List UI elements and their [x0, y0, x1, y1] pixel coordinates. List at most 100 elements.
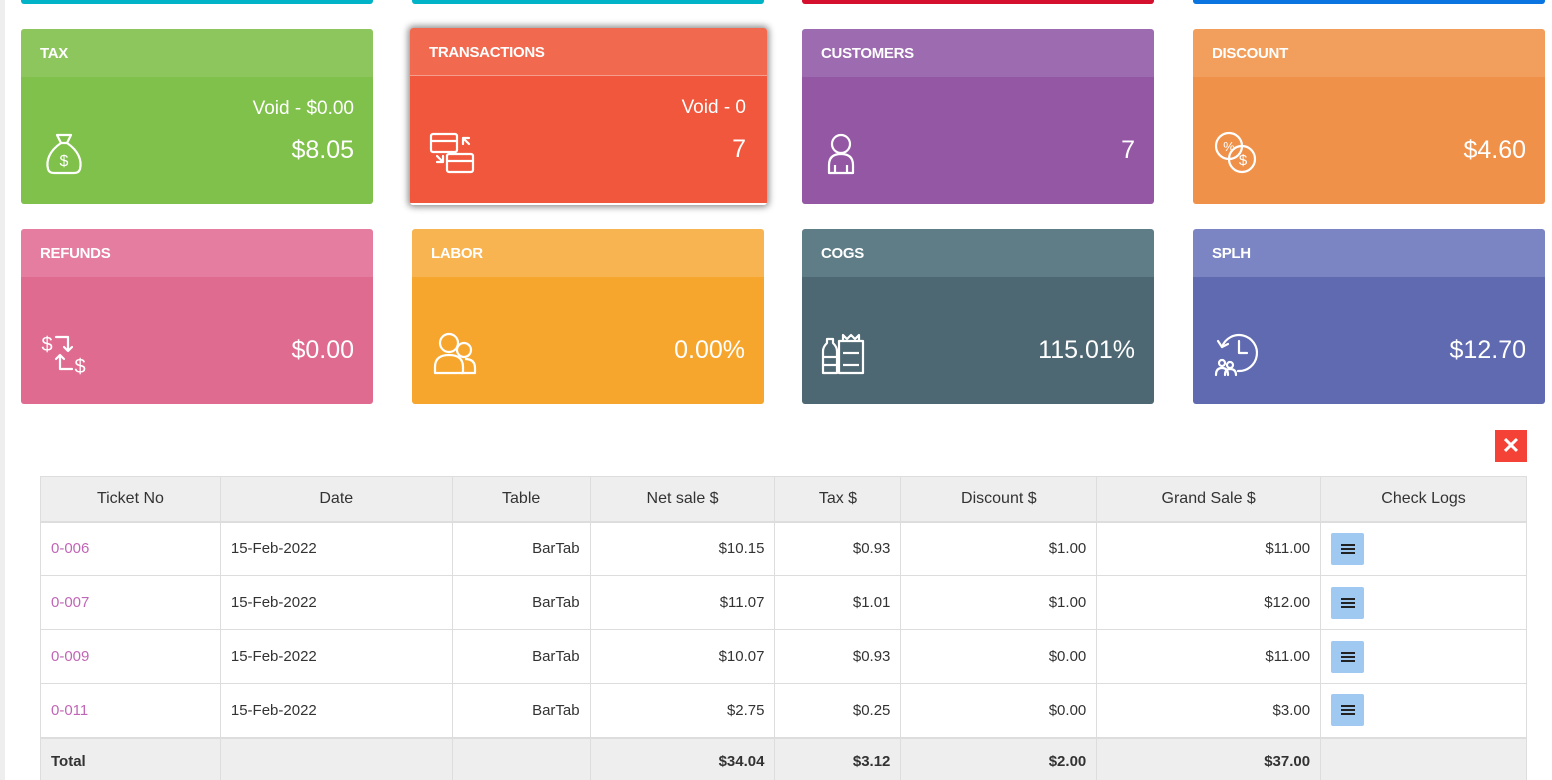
card-title: LABOR [412, 229, 764, 277]
total-label: Total [40, 736, 221, 780]
column-header-discount[interactable]: Discount $ [900, 476, 1098, 523]
total-discount: $2.00 [900, 736, 1098, 780]
ticket-link[interactable]: 0-009 [40, 629, 221, 684]
close-button[interactable]: ✕ [1495, 430, 1527, 462]
svg-text:$: $ [41, 334, 52, 356]
date-cell: 15-Feb-2022 [219, 575, 453, 630]
page-left-border [0, 0, 5, 780]
top-card-strip [802, 0, 1154, 4]
card-subtitle: Void - $0.00 [252, 98, 354, 119]
refund-arrows-icon: $ $ [41, 334, 85, 377]
svg-text:$: $ [60, 153, 69, 170]
table-row: 0-011 15-Feb-2022 BarTab $2.75 $0.25 $0.… [40, 683, 1527, 738]
ticket-link[interactable]: 0-007 [40, 575, 221, 630]
date-cell: 15-Feb-2022 [219, 683, 453, 738]
stat-card-splh[interactable]: SPLH $12.70 [1193, 229, 1545, 404]
tax-cell: $0.25 [774, 683, 902, 738]
card-value: 0.00% [674, 336, 745, 364]
card-value: $4.60 [1463, 136, 1526, 164]
stat-card-tax[interactable]: TAX Void - $0.00 $8.05 $ [21, 29, 373, 204]
workers-icon [433, 332, 477, 375]
money-bag-icon: $ [46, 133, 82, 175]
card-title: REFUNDS [21, 229, 373, 277]
discount-cell: $1.00 [900, 521, 1098, 576]
top-card-strip [412, 0, 764, 4]
check-logs-cell [1320, 629, 1527, 684]
column-header-table[interactable]: Table [451, 476, 591, 523]
stat-card-discount[interactable]: DISCOUNT $4.60 % $ [1193, 29, 1545, 204]
table-row: 0-009 15-Feb-2022 BarTab $10.07 $0.93 $0… [40, 629, 1527, 684]
grand-sale-cell: $11.00 [1096, 521, 1322, 576]
empty-cell [451, 736, 591, 780]
card-title: CUSTOMERS [802, 29, 1154, 77]
table-cell: BarTab [451, 629, 591, 684]
check-logs-cell [1320, 683, 1527, 738]
card-exchange-icon [429, 132, 475, 174]
card-value: 115.01% [1038, 336, 1135, 364]
check-logs-cell [1320, 521, 1527, 576]
discount-cell: $0.00 [900, 683, 1098, 738]
card-value: $8.05 [291, 136, 354, 164]
net-sale-cell: $10.07 [589, 629, 776, 684]
tickets-table: Ticket No Date Table Net sale $ Tax $ Di… [40, 476, 1527, 780]
svg-text:$: $ [1239, 152, 1248, 169]
column-header-grand-sale[interactable]: Grand Sale $ [1096, 476, 1322, 523]
check-logs-menu-icon[interactable] [1331, 532, 1365, 565]
table-cell: BarTab [451, 575, 591, 630]
stat-card-transactions[interactable]: TRANSACTIONS Void - 0 7 [410, 28, 767, 205]
stat-card-labor[interactable]: LABOR 0.00% [412, 229, 764, 404]
percent-coin-icon: % $ [1214, 131, 1257, 174]
stat-card-customers[interactable]: CUSTOMERS 7 [802, 29, 1154, 204]
stat-card-cogs[interactable]: COGS 115.01% [802, 229, 1154, 404]
svg-text:$: $ [74, 356, 85, 377]
net-sale-cell: $10.15 [589, 521, 776, 576]
card-title: TAX [21, 29, 373, 77]
net-sale-cell: $2.75 [589, 683, 776, 738]
card-value: $0.00 [291, 336, 354, 364]
grand-sale-cell: $11.00 [1096, 629, 1322, 684]
card-value: 7 [732, 135, 746, 163]
tax-cell: $0.93 [774, 629, 902, 684]
column-header-net-sale[interactable]: Net sale $ [589, 476, 776, 523]
grand-sale-cell: $3.00 [1096, 683, 1322, 738]
total-net-sale: $34.04 [589, 736, 776, 780]
card-title: COGS [802, 229, 1154, 277]
clock-people-icon [1214, 333, 1258, 377]
table-row: 0-007 15-Feb-2022 BarTab $11.07 $1.01 $1… [40, 575, 1527, 630]
ticket-link[interactable]: 0-011 [40, 683, 221, 738]
card-title: DISCOUNT [1193, 29, 1545, 77]
column-header-check-logs: Check Logs [1320, 476, 1527, 523]
check-logs-cell [1320, 575, 1527, 630]
check-logs-menu-icon[interactable] [1331, 586, 1365, 619]
svg-text:%: % [1223, 139, 1235, 154]
column-header-date[interactable]: Date [219, 476, 453, 523]
grand-sale-cell: $12.00 [1096, 575, 1322, 630]
discount-cell: $0.00 [900, 629, 1098, 684]
top-card-strip [21, 0, 373, 4]
card-value: 7 [1121, 136, 1135, 164]
tax-cell: $1.01 [774, 575, 902, 630]
top-card-strip [1193, 0, 1545, 4]
table-cell: BarTab [451, 521, 591, 576]
tax-cell: $0.93 [774, 521, 902, 576]
check-logs-menu-icon[interactable] [1331, 694, 1365, 727]
column-header-ticket-no[interactable]: Ticket No [40, 476, 221, 523]
table-total-row: Total $34.04 $3.12 $2.00 $37.00 [40, 736, 1527, 780]
table-header-row: Ticket No Date Table Net sale $ Tax $ Di… [40, 476, 1527, 523]
column-header-tax[interactable]: Tax $ [774, 476, 902, 523]
card-subtitle: Void - 0 [681, 97, 746, 118]
check-logs-menu-icon[interactable] [1331, 640, 1365, 673]
total-tax: $3.12 [774, 736, 902, 780]
table-cell: BarTab [451, 683, 591, 738]
ticket-link[interactable]: 0-006 [40, 521, 221, 576]
discount-cell: $1.00 [900, 575, 1098, 630]
date-cell: 15-Feb-2022 [219, 629, 453, 684]
empty-cell [1320, 736, 1527, 780]
card-title: SPLH [1193, 229, 1545, 277]
net-sale-cell: $11.07 [589, 575, 776, 630]
stat-card-refunds[interactable]: REFUNDS $0.00 $ $ [21, 229, 373, 404]
total-grand-sale: $37.00 [1096, 736, 1322, 780]
card-title: TRANSACTIONS [410, 28, 767, 76]
card-value: $12.70 [1449, 336, 1526, 364]
person-icon [827, 133, 855, 175]
